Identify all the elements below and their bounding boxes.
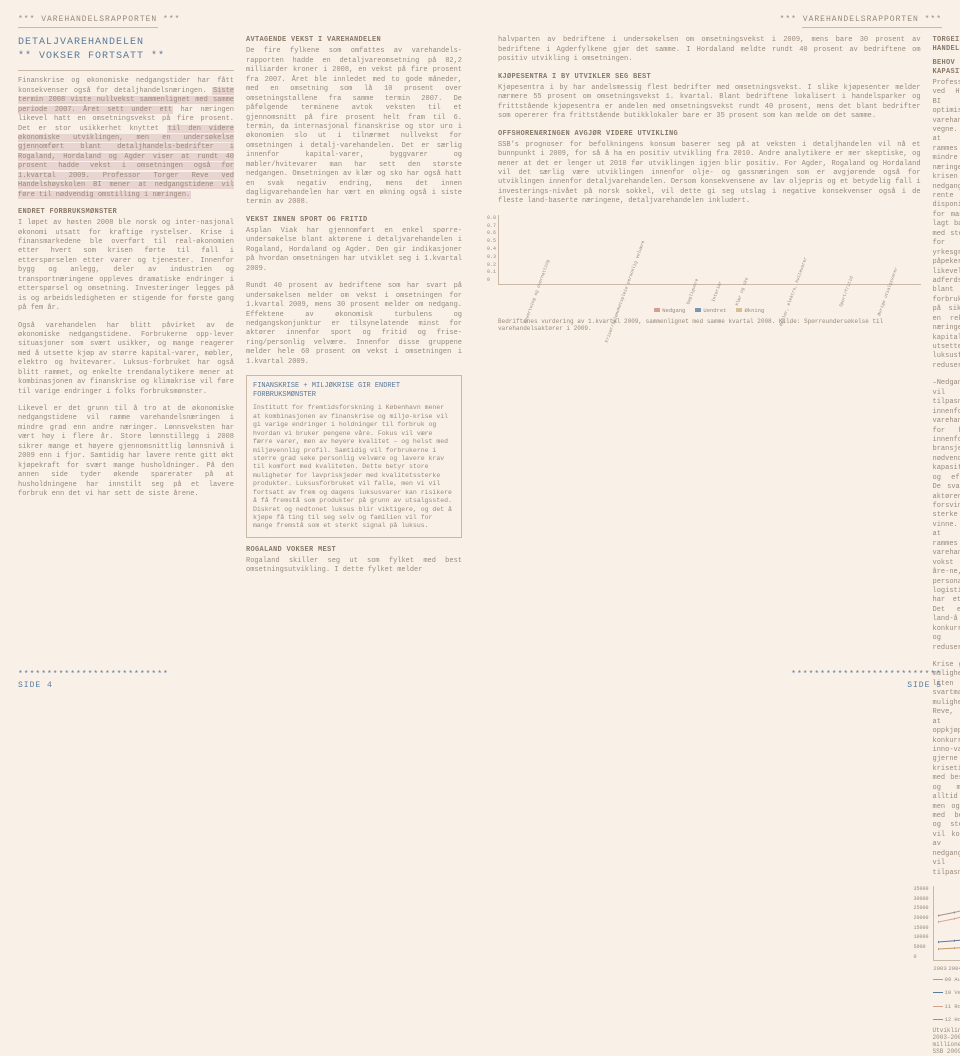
footer-stars: ************************** bbox=[18, 670, 169, 679]
p4: Likevel er det grunn til å tro at de øko… bbox=[18, 405, 234, 499]
line-chart-svg bbox=[934, 886, 960, 960]
main-title-line1: DETALJVAREHANDELEN bbox=[18, 37, 144, 48]
p7: Rundt 40 prosent av bedriftene som har s… bbox=[246, 282, 462, 367]
p5-2: Kjøpesentra i by har andelsmessig flest … bbox=[498, 84, 921, 122]
separator bbox=[18, 70, 234, 71]
subhead-kjop: KJØPESENTRA I BY UTVIKLER SEG BEST bbox=[498, 73, 921, 82]
p5-5: –Nedgangskonjunkturen vil føre til tilpa… bbox=[933, 379, 960, 653]
line-legend: 09 Aust-Agder10 Vest-Agder11 Rogaland12 … bbox=[933, 976, 960, 1023]
subhead-sport: VEKST INNEN SPORT OG FRITID bbox=[246, 216, 462, 225]
footer-right: ************************** SIDE 5 bbox=[791, 670, 942, 691]
p5-4: Professor Torger Reve ved Handelshøyskol… bbox=[933, 79, 960, 372]
footer-stars-r: ************************** bbox=[791, 670, 942, 679]
subhead-rogaland: ROGALAND VOKSER MEST bbox=[246, 546, 462, 555]
page5-col1: halvparten av bedriftene i undersøkelsen… bbox=[498, 36, 921, 1055]
line-y-labels: 35000300002500020000150001000050000 bbox=[914, 886, 929, 960]
header-title-left: *** VAREHANDELSRAPPORTEN *** bbox=[18, 15, 462, 25]
bar-chart-bars bbox=[499, 215, 921, 284]
page4-col1: DETALJVAREHANDELEN ** VOKSER FORTSATT **… bbox=[18, 36, 234, 583]
subhead-behov: BEHOV FOR KAPASITETSTILPASNING bbox=[933, 59, 960, 77]
main-title-line2: ** VOKSER FORTSATT ** bbox=[18, 50, 234, 64]
p8: Rogaland skiller seg ut som fylket med b… bbox=[246, 557, 462, 576]
subhead-forbruk: ENDRET FORBRUKSMØNSTER bbox=[18, 208, 234, 217]
header-rule-right bbox=[802, 27, 942, 28]
p2: I løpet av høsten 2008 ble norsk og inte… bbox=[18, 219, 234, 313]
p5: De fire fylkene som omfattes av varehand… bbox=[246, 47, 462, 207]
page-number-5: SIDE 5 bbox=[907, 681, 942, 690]
bar-chart: 0.80.70.60.50.40.30.20.10 bbox=[498, 215, 921, 285]
footer-left: ************************** SIDE 4 bbox=[18, 670, 169, 691]
line-x-labels: 200320042005200620072008 bbox=[933, 965, 960, 972]
line-chart: 35000300002500020000150001000050000 bbox=[933, 886, 960, 961]
line-caption: Utvikling i omsetning 2003-2008. Tall i … bbox=[933, 1027, 960, 1056]
page-5: *** VAREHANDELSRAPPORTEN *** halvparten … bbox=[480, 0, 960, 699]
bar-y-labels: 0.80.70.60.50.40.30.20.10 bbox=[487, 215, 496, 284]
header-title-right: *** VAREHANDELSRAPPORTEN *** bbox=[498, 15, 942, 25]
page-4: *** VAREHANDELSRAPPORTEN *** DETALJVAREH… bbox=[0, 0, 480, 699]
info-box: FINANSKRISE + MILJØKRISE GIR ENDRET FORB… bbox=[246, 375, 462, 538]
header-rule bbox=[18, 27, 158, 28]
subhead-offshore: OFFSHORENÆRINGEN AVGJØR VIDERE UTVIKLING bbox=[498, 130, 921, 139]
p5-1: halvparten av bedriftene i undersøkelsen… bbox=[498, 36, 921, 64]
subhead-avtagende: AVTAGENDE VEKST I VAREHANDELEN bbox=[246, 36, 462, 45]
p6: Asplan Viak har gjennomført en enkel spø… bbox=[246, 227, 462, 274]
box-text: Institutt for fremtidsforskning i Københ… bbox=[253, 404, 455, 531]
box-title: FINANSKRISE + MILJØKRISE GIR ENDRET FORB… bbox=[253, 382, 455, 400]
p5-3: SSB's prognoser for befolkningens konsum… bbox=[498, 141, 921, 207]
page5-col2: TORGEIR REVE, HANDELSHØYSKOLEN BI BEHOV … bbox=[933, 36, 960, 1055]
bar-x-labels: Bevertning og overnattingFrisør/skjønnhe… bbox=[498, 289, 921, 295]
page-number-4: SIDE 4 bbox=[18, 681, 53, 690]
page4-content: DETALJVAREHANDELEN ** VOKSER FORTSATT **… bbox=[18, 36, 462, 583]
right-col-title: TORGEIR REVE, HANDELSHØYSKOLEN BI bbox=[933, 36, 960, 54]
main-title: DETALJVAREHANDELEN ** VOKSER FORTSATT ** bbox=[18, 36, 234, 64]
page5-content: halvparten av bedriftene i undersøkelsen… bbox=[498, 36, 942, 1055]
p3: Også varehandelen har blitt påvirket av … bbox=[18, 322, 234, 398]
bar-legend: NedgangUendretØkning bbox=[498, 307, 921, 314]
intro-para: Finanskrise og økonomiske nedgangstider … bbox=[18, 77, 234, 200]
bar-caption: Bedriftenes vurdering av 1.kvartal 2009,… bbox=[498, 318, 921, 332]
page4-col2: AVTAGENDE VEKST I VAREHANDELEN De fire f… bbox=[246, 36, 462, 583]
p5-6: Krise gir strategiske muligheter. Det er… bbox=[933, 661, 960, 878]
